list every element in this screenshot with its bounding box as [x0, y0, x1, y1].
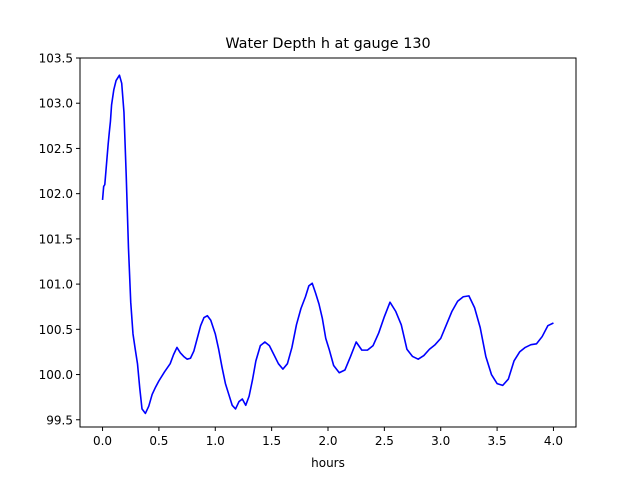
y-tick-label: 102.0 — [39, 187, 73, 201]
y-tick-label: 101.5 — [39, 232, 73, 246]
y-tick-label: 102.5 — [39, 142, 73, 156]
y-tick-label: 100.5 — [39, 323, 73, 337]
x-tick-label: 1.5 — [262, 434, 281, 448]
x-tick-label: 3.0 — [431, 434, 450, 448]
x-tick-label: 0.5 — [149, 434, 168, 448]
plot-area: 0.0 0.5 1.0 1.5 2.0 2.5 3.0 3.5 4.0 99.5 100.0 100.… — [39, 52, 577, 448]
series-line-0 — [101, 74, 554, 415]
chart-title: Water Depth h at gauge 130 — [225, 36, 430, 52]
x-tick-label: 2.5 — [375, 434, 394, 448]
y-tick-label: 103.0 — [39, 97, 73, 111]
x-tick-label: 1.0 — [206, 434, 225, 448]
y-tick-label: 103.5 — [39, 52, 73, 66]
x-tick-label: 4.0 — [544, 434, 563, 448]
y-tick-label: 100.0 — [39, 368, 73, 382]
y-tick-label: 101.0 — [39, 278, 73, 292]
x-tick-label: 2.0 — [318, 434, 337, 448]
x-axis-label: hours — [311, 456, 345, 470]
x-tick-label: 0.0 — [93, 434, 112, 448]
y-tick-label: 99.5 — [46, 413, 73, 427]
x-tick-label: 3.5 — [488, 434, 507, 448]
